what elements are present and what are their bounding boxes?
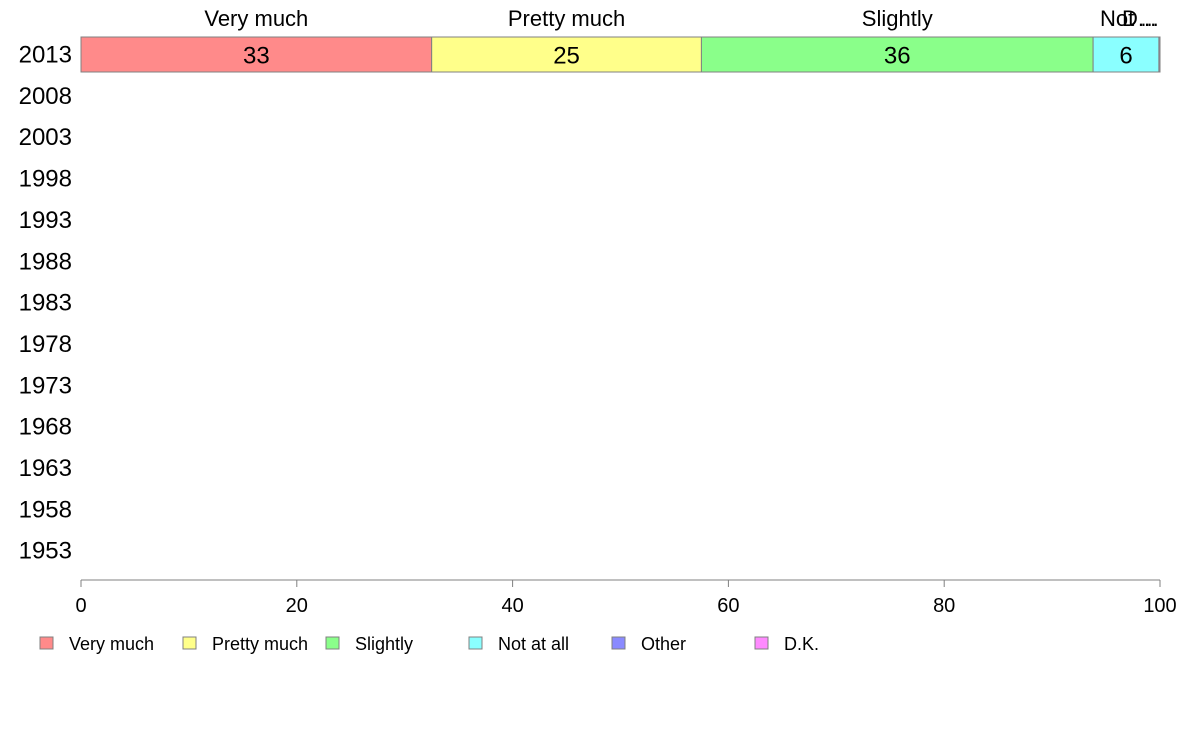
legend-swatch-very-much <box>39 636 54 650</box>
legend-swatch-slightly <box>325 636 340 650</box>
bar-labels: 33 25 36 6 <box>243 43 1133 70</box>
bars <box>80 36 1161 73</box>
y-label-1998: 1998 <box>19 166 72 193</box>
y-label-2008: 2008 <box>19 83 72 110</box>
y-label-1983: 1983 <box>19 290 72 317</box>
y-label-1968: 1968 <box>19 414 72 441</box>
bar-2013-pretty-much <box>431 36 702 73</box>
top-segment-label: Not ... <box>1100 6 1159 31</box>
legend-label: Other <box>641 634 686 654</box>
bar-2013-d-k- <box>1158 36 1161 73</box>
x-tick-label: 60 <box>717 595 739 617</box>
y-label-1993: 1993 <box>19 207 72 234</box>
y-label-2013: 2013 <box>19 42 72 69</box>
legend-swatch-other <box>611 636 626 650</box>
y-label-1988: 1988 <box>19 248 72 275</box>
bar-2013-slightly <box>700 36 1094 73</box>
top-segment-label: Pretty much <box>508 6 625 31</box>
bar-value-label: 36 <box>884 43 911 70</box>
y-label-1973: 1973 <box>19 372 72 399</box>
legend: Very much Pretty much Slightly Not at all Ot… <box>39 634 819 654</box>
bar-value-label: 25 <box>553 43 580 70</box>
legend-swatch-pretty-much <box>182 636 197 650</box>
legend-label: Pretty much <box>212 634 308 654</box>
x-tick-label: 80 <box>933 595 955 617</box>
bar-2013-not-at-all <box>1092 36 1160 73</box>
legend-swatch-not-at-all <box>468 636 483 650</box>
legend-label: Slightly <box>355 634 413 654</box>
bar-value-label: 33 <box>243 43 270 70</box>
x-tick-label: 40 <box>501 595 523 617</box>
y-label-1953: 1953 <box>19 538 72 565</box>
x-tick-label: 0 <box>75 595 86 617</box>
legend-label: Not at all <box>498 634 569 654</box>
x-axis: 0 20 40 60 80 100 <box>75 579 1177 617</box>
y-label-1958: 1958 <box>19 496 72 523</box>
bar-2013-very-much <box>80 36 433 73</box>
legend-label: Very much <box>69 634 154 654</box>
x-tick-label: 100 <box>1143 595 1176 617</box>
legend-swatch-d-k- <box>754 636 769 650</box>
top-segment-label: Slightly <box>862 6 933 31</box>
top-labels: Very much Pretty much Slightly Not ...D... <box>204 6 1158 31</box>
x-tick-label: 20 <box>286 595 308 617</box>
y-label-1963: 1963 <box>19 455 72 482</box>
y-label-1978: 1978 <box>19 331 72 358</box>
y-labels: 2013 2008 2003 1998 1993 1988 1983 1978 1973 1968… <box>19 42 72 565</box>
bar-value-label: 6 <box>1119 43 1132 70</box>
top-segment-label: Very much <box>204 6 308 31</box>
legend-label: D.K. <box>784 634 819 654</box>
top-segment-label: D... <box>1122 6 1156 31</box>
y-label-2003: 2003 <box>19 124 72 151</box>
